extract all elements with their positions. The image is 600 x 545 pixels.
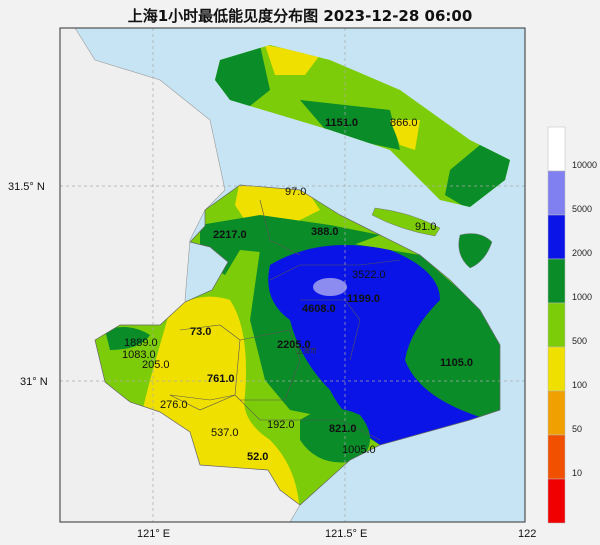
legend-label: 100 [572,380,587,390]
legend-swatch [547,478,566,524]
legend-label: 500 [572,336,587,346]
station-value: 52.0 [247,451,268,463]
legend-swatch [547,390,566,436]
station-value: 1199.0 [347,293,380,305]
station-value: 866.0 [390,117,418,129]
legend-swatch [547,434,566,480]
axis-labels: 31.5° N 31° N 121° E 121.5° E 122 [8,181,536,540]
legend-swatch [547,170,566,216]
lat-tick: 31.5° N [8,181,45,193]
district-borders [169,199,401,441]
city-label: 上海市 [296,346,317,355]
lon-tick: 121.5° E [325,528,367,540]
station-value: 821.0 [329,423,357,435]
legend-label: 50 [572,424,582,434]
station-value: 1105.0 [440,357,473,369]
station-value: 761.0 [207,373,235,385]
zone-darkgreen-north [200,215,380,275]
legend-swatch [547,126,566,172]
station-value: 97.0 [285,186,306,198]
station-value: 1005.0 [342,444,376,456]
lon-tick: 122 [518,528,536,540]
station-value: 91.0 [415,221,436,233]
map-border [59,27,526,523]
zone-lightblue-core [313,278,347,296]
legend-label: 2000 [572,248,592,258]
station-value: 4608.0 [302,303,336,315]
legend-label: 1000 [572,292,592,302]
station-value: 1889.0 [124,337,158,349]
station-value: 388.0 [311,226,339,238]
station-value: 2205.0 [277,339,311,351]
legend-swatch [547,214,566,260]
station-value: 205.0 [142,359,170,371]
changxing-island [371,207,441,237]
station-value: 1083.0 [122,349,156,361]
lat-tick: 31° N [20,376,48,388]
graticule [60,28,525,522]
legend-swatch [547,302,566,348]
station-value: 1151.0 [325,117,358,129]
hengsha-island [458,233,493,269]
legend-label: 10000 [572,160,597,170]
map-title: 上海1小时最低能见度分布图 2023-12-28 06:00 [127,7,473,25]
legend-swatch [547,346,566,392]
color-legend: 10000 5000 2000 1000 500 100 50 10 [547,126,597,524]
zone-darkgreen-south [300,408,370,463]
station-labels: 1151.0 866.0 97.0 2217.0 388.0 91.0 3522… [122,117,473,463]
station-value: 3522.0 [352,269,386,281]
lon-tick: 121° E [137,528,170,540]
legend-label: 10 [572,468,582,478]
station-value: 2217.0 [213,229,247,241]
zone-darkgreen-west [105,326,150,350]
station-value: 192.0 [267,419,295,431]
station-value: 537.0 [211,427,239,439]
station-value: 276.0 [160,399,188,411]
shanghai-border [94,184,501,506]
legend-label: 5000 [572,204,592,214]
station-value: 73.0 [190,326,211,338]
legend-swatch [547,258,566,304]
